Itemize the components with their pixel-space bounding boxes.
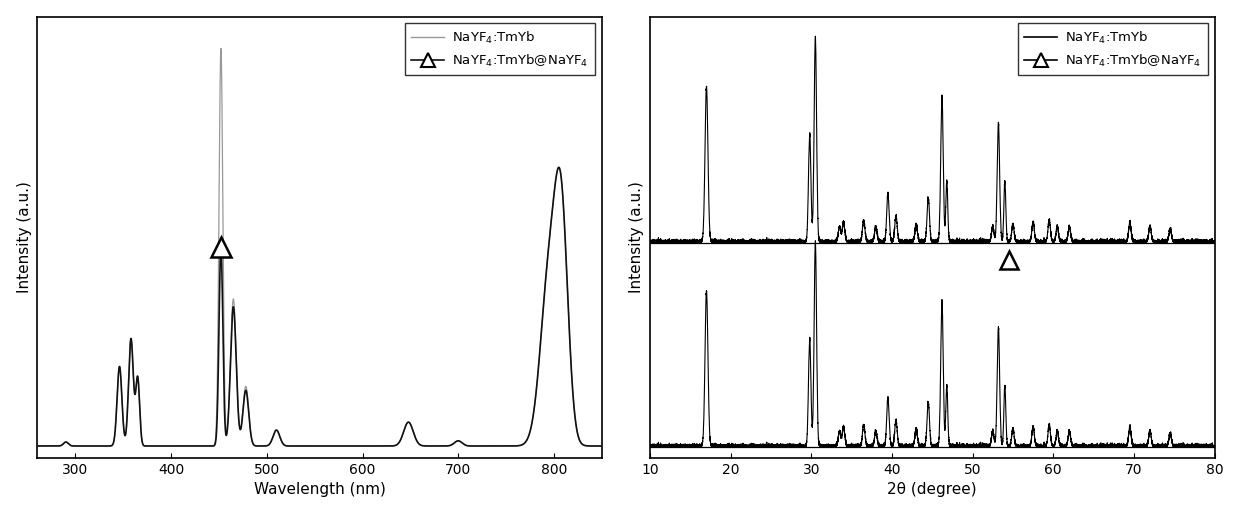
Y-axis label: Intensity (a.u.): Intensity (a.u.) bbox=[16, 181, 32, 293]
X-axis label: 2θ (degree): 2θ (degree) bbox=[888, 482, 977, 498]
Y-axis label: Intensity (a.u.): Intensity (a.u.) bbox=[630, 181, 645, 293]
X-axis label: Wavelength (nm): Wavelength (nm) bbox=[253, 482, 386, 498]
Legend: NaYF$_4$:TmYb, NaYF$_4$:TmYb@NaYF$_4$: NaYF$_4$:TmYb, NaYF$_4$:TmYb@NaYF$_4$ bbox=[404, 23, 595, 75]
Legend: NaYF$_4$:TmYb, NaYF$_4$:TmYb@NaYF$_4$: NaYF$_4$:TmYb, NaYF$_4$:TmYb@NaYF$_4$ bbox=[1018, 23, 1208, 75]
